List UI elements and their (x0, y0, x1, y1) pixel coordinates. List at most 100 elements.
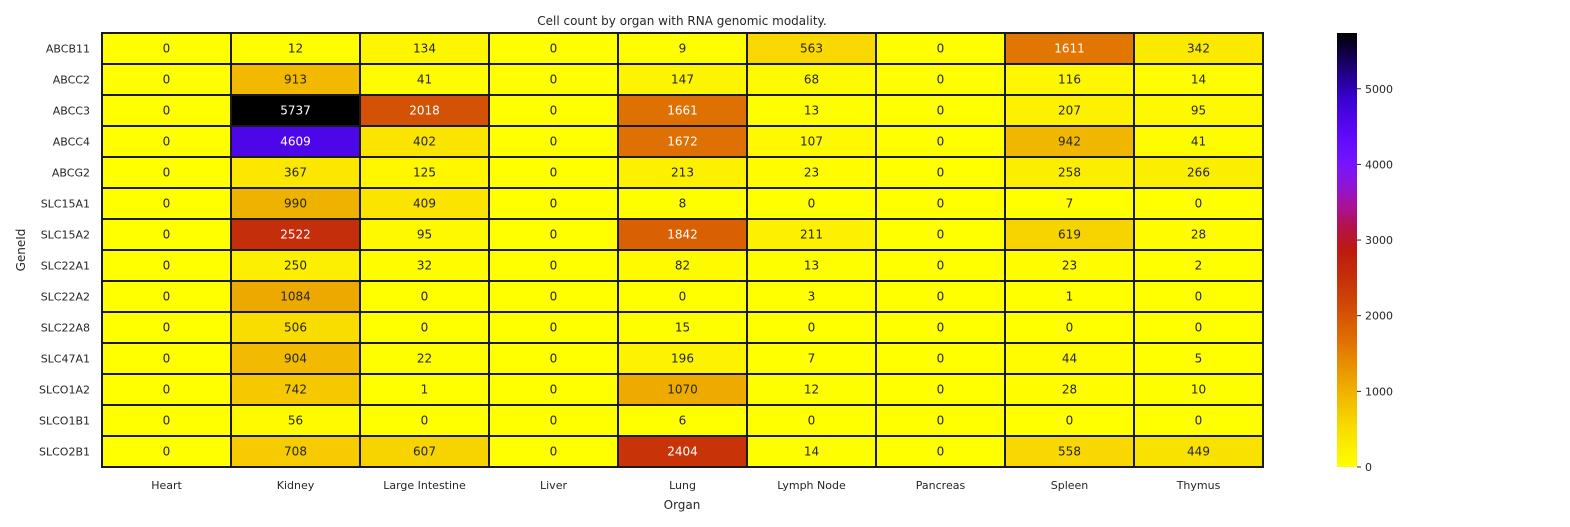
y-axis-label: GeneId (14, 229, 28, 272)
heatmap-cell (488, 435, 619, 468)
y-tick-label: ABCG2 (52, 167, 90, 180)
cell-value-label: 563 (800, 42, 823, 56)
y-tick-label: SLC22A8 (41, 322, 90, 335)
heatmap-cell (617, 342, 748, 375)
cell-value-label: 0 (163, 383, 171, 397)
cell-value-label: 13 (804, 104, 819, 118)
cell-value-label: 342 (1187, 42, 1210, 56)
x-tick-label: Heart (151, 479, 182, 492)
cell-value-label: 0 (937, 383, 945, 397)
y-tick-labels: ABCB11 ABCC2 ABCC3 ABCC4 ABCG2 SLC15A1 SLC15A2… (39, 43, 90, 459)
cell-value-label: 23 (804, 166, 819, 180)
cell-value-label: 1842 (667, 228, 698, 242)
colorbar-tick-label: 2000 (1365, 310, 1393, 323)
cell-value-label: 0 (1195, 290, 1203, 304)
heatmap-cell (1133, 94, 1264, 127)
heatmap-cell (1004, 187, 1135, 220)
cell-value-label: 1 (1066, 290, 1074, 304)
cell-value-label: 0 (163, 290, 171, 304)
cell-value-label: 0 (937, 42, 945, 56)
heatmap-cell (617, 218, 748, 251)
heatmap-cell (1004, 342, 1135, 375)
heatmap-cell (1004, 32, 1135, 65)
cell-value-label: 0 (163, 73, 171, 87)
heatmap-cell (1133, 156, 1264, 189)
cell-value-label: 266 (1187, 166, 1210, 180)
cell-value-label: 5737 (280, 104, 311, 118)
cell-value-label: 0 (550, 73, 558, 87)
cell-value-label: 0 (937, 414, 945, 428)
chart-title: Cell count by organ with RNA genomic mod… (537, 14, 826, 28)
cell-value-label: 742 (284, 383, 307, 397)
cell-value-label: 68 (804, 73, 819, 87)
cell-value-label: 2404 (667, 445, 698, 459)
heatmap-cell (617, 249, 748, 282)
cell-value-label: 506 (284, 321, 307, 335)
heatmap-cell (1133, 125, 1264, 158)
cell-value-label: 0 (550, 352, 558, 366)
cell-value-label: 0 (550, 42, 558, 56)
cell-value-label: 4609 (280, 135, 311, 149)
x-tick-label: Spleen (1051, 479, 1089, 492)
cell-value-label: 8 (679, 197, 687, 211)
cell-value-label: 402 (413, 135, 436, 149)
cell-value-label: 0 (163, 166, 171, 180)
cell-value-label: 213 (671, 166, 694, 180)
cell-value-label: 0 (550, 414, 558, 428)
cell-value-label: 0 (421, 414, 429, 428)
cell-value-label: 0 (163, 228, 171, 242)
y-tick-label: ABCC3 (53, 105, 90, 118)
heatmap-cell (617, 94, 748, 127)
colorbar-tick-label: 4000 (1365, 158, 1393, 171)
cell-value-label: 147 (671, 73, 694, 87)
heatmap-cell (875, 311, 1006, 344)
heatmap-cell (746, 249, 877, 282)
cell-value-label: 990 (284, 197, 307, 211)
y-tick-label: SLC15A2 (41, 229, 90, 242)
cell-value-label: 95 (417, 228, 432, 242)
heatmap-cell (230, 218, 361, 251)
cell-value-label: 82 (675, 259, 690, 273)
colorbar-tick-label: 5000 (1365, 83, 1393, 96)
cell-value-label: 9 (679, 42, 687, 56)
cell-value-label: 125 (413, 166, 436, 180)
cell-value-label: 14 (1191, 73, 1206, 87)
heatmap-cell (101, 311, 232, 344)
cell-value-label: 367 (284, 166, 307, 180)
x-axis-label: Organ (664, 498, 701, 512)
cell-value-label: 0 (550, 135, 558, 149)
cell-value-label: 1070 (667, 383, 698, 397)
cell-value-label: 0 (550, 228, 558, 242)
colorbar: 0 1000 2000 3000 4000 5000 (1337, 33, 1393, 474)
cell-value-label: 2 (1195, 259, 1203, 273)
cell-value-label: 0 (937, 197, 945, 211)
y-tick-label: ABCC4 (53, 136, 90, 149)
colorbar-tick-label: 3000 (1365, 234, 1393, 247)
cell-value-label: 116 (1058, 73, 1081, 87)
heatmap-cell (875, 342, 1006, 375)
cell-value-label: 7 (808, 352, 816, 366)
cell-value-label: 0 (1066, 321, 1074, 335)
cell-value-label: 1084 (280, 290, 311, 304)
heatmap-cell (1133, 249, 1264, 282)
cell-value-label: 0 (421, 321, 429, 335)
heatmap-cell (230, 404, 361, 437)
heatmap-cell (875, 404, 1006, 437)
cell-value-label: 0 (808, 414, 816, 428)
y-tick-label: SLC47A1 (41, 353, 90, 366)
heatmap-cell (488, 404, 619, 437)
x-tick-label: Pancreas (916, 479, 966, 492)
heatmap-cell (617, 187, 748, 220)
heatmap-cell (101, 249, 232, 282)
heatmap-cell (617, 435, 748, 468)
y-tick-label: ABCB11 (46, 43, 90, 56)
cell-value-label: 1661 (667, 104, 698, 118)
cell-value-label: 2522 (280, 228, 311, 242)
heatmap-cell (101, 94, 232, 127)
heatmap-cell (875, 218, 1006, 251)
x-tick-label: Liver (540, 479, 567, 492)
heatmap-cell (1133, 187, 1264, 220)
cell-value-label: 6 (679, 414, 687, 428)
cell-value-label: 0 (937, 445, 945, 459)
